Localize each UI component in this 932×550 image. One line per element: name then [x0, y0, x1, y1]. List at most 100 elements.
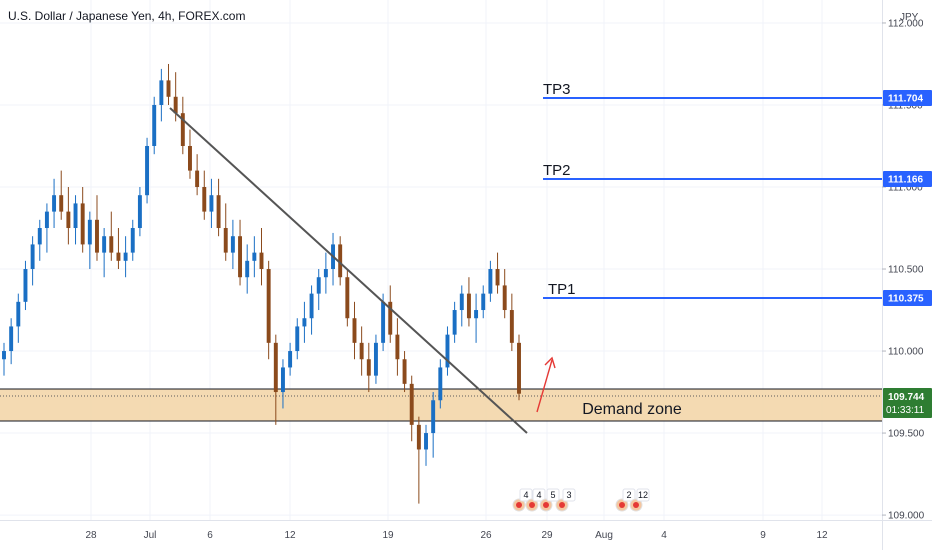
candle-body — [137, 195, 142, 229]
y-tick-label: 112.000 — [888, 18, 924, 29]
candle-body — [66, 211, 71, 229]
candle-body — [352, 318, 357, 343]
candle-body — [173, 96, 178, 114]
tp-label-tp1: TP1 — [548, 281, 576, 298]
candle-body — [223, 228, 228, 253]
economic-events[interactable]: 4 4 5 3 2 12 — [512, 488, 650, 512]
candle-body — [495, 269, 500, 286]
price-tag-tp3 — [883, 90, 932, 106]
trendline — [169, 107, 528, 434]
event-dot-icon — [529, 502, 535, 508]
candle-body — [288, 351, 293, 368]
candle-body — [30, 244, 35, 270]
event-count: 5 — [550, 490, 555, 500]
candle-body — [238, 236, 243, 278]
y-tick-label: 111.000 — [888, 183, 923, 194]
candle-body — [402, 359, 407, 384]
event-count: 2 — [626, 490, 631, 500]
x-tick-label: Jul — [144, 530, 157, 541]
price-tag-label: 110.375 — [888, 294, 924, 305]
candle-body — [37, 228, 42, 245]
event-badge[interactable] — [532, 488, 546, 502]
candle-body — [273, 342, 278, 393]
x-tick-label: 26 — [480, 530, 492, 541]
event-count: 4 — [523, 490, 528, 500]
drawings: TP3 TP2 TP1 Demand zone — [169, 81, 882, 434]
candle-body — [73, 203, 78, 229]
candle-body — [195, 170, 200, 188]
candle-body — [481, 293, 486, 311]
demand-zone-label: Demand zone — [582, 401, 682, 418]
x-tick-label: 12 — [816, 530, 828, 541]
arrow-shaft — [536, 359, 553, 413]
candle-body — [2, 351, 6, 360]
candle-body — [388, 301, 393, 335]
event-dot-icon — [633, 502, 639, 508]
candle-body — [166, 80, 171, 97]
candle-body — [209, 195, 214, 212]
candle-body — [502, 285, 507, 311]
candle-body — [159, 80, 164, 105]
candle-body — [9, 326, 14, 352]
candle-body — [323, 269, 328, 278]
candle-body — [416, 424, 421, 450]
time-axis[interactable]: 28 Jul 6 12 19 26 29 Aug 4 9 12 — [85, 530, 828, 541]
candle-body — [123, 252, 128, 261]
candle-body — [280, 367, 285, 393]
candle-body — [488, 269, 493, 294]
candles — [2, 63, 521, 504]
event-badge[interactable] — [519, 488, 533, 502]
candle-body — [445, 334, 450, 368]
candle-body — [52, 195, 57, 212]
price-tag-tp1 — [883, 290, 932, 306]
x-tick-label: 28 — [85, 530, 97, 541]
tp-label-tp2: TP2 — [543, 162, 571, 179]
candle-body — [409, 383, 414, 425]
candle-body — [180, 113, 185, 146]
event-dot-icon — [543, 502, 549, 508]
candle-body — [95, 219, 99, 253]
event-badge[interactable] — [546, 488, 560, 502]
event-dot-icon — [516, 502, 522, 508]
candle-body — [381, 301, 386, 343]
candle-body — [216, 195, 221, 229]
candle-body — [259, 252, 264, 270]
candle-body — [359, 342, 364, 360]
x-tick-label: 12 — [284, 530, 296, 541]
price-tag-label: 111.704 — [888, 94, 923, 105]
candle-body — [366, 359, 371, 376]
candle-body — [87, 219, 92, 245]
candle-body — [188, 145, 192, 171]
event-dot-icon — [619, 502, 625, 508]
candle-body — [517, 342, 521, 394]
candle-body — [80, 203, 85, 245]
grid — [0, 0, 882, 520]
candle-body — [345, 277, 350, 319]
x-tick-label: 29 — [541, 530, 553, 541]
event-badge[interactable] — [636, 488, 650, 502]
tp-label-tp3: TP3 — [543, 81, 571, 98]
candle-body — [431, 400, 436, 434]
event-badge[interactable] — [562, 488, 576, 502]
candle-body — [295, 326, 300, 352]
x-tick-label: 9 — [760, 530, 766, 541]
event-badge[interactable] — [622, 488, 636, 502]
candle-body — [59, 195, 64, 212]
event-dot-icon — [559, 502, 565, 508]
chart-title: U.S. Dollar / Japanese Yen, 4h, FOREX.co… — [8, 9, 245, 23]
candle-body — [466, 293, 471, 319]
event-count: 4 — [536, 490, 541, 500]
candle-body — [245, 260, 250, 278]
candle-body — [116, 252, 121, 261]
candle-body — [266, 269, 271, 343]
event-count: 12 — [638, 490, 648, 500]
candle-body — [459, 293, 464, 311]
x-tick-label: 6 — [207, 530, 213, 541]
candle-body — [130, 228, 135, 253]
candle-body — [152, 104, 157, 146]
y-tick-label: 109.000 — [888, 511, 925, 522]
candle-body — [16, 301, 21, 327]
price-axis[interactable]: 112.000111.500111.000110.500110.000109.5… — [882, 18, 932, 522]
